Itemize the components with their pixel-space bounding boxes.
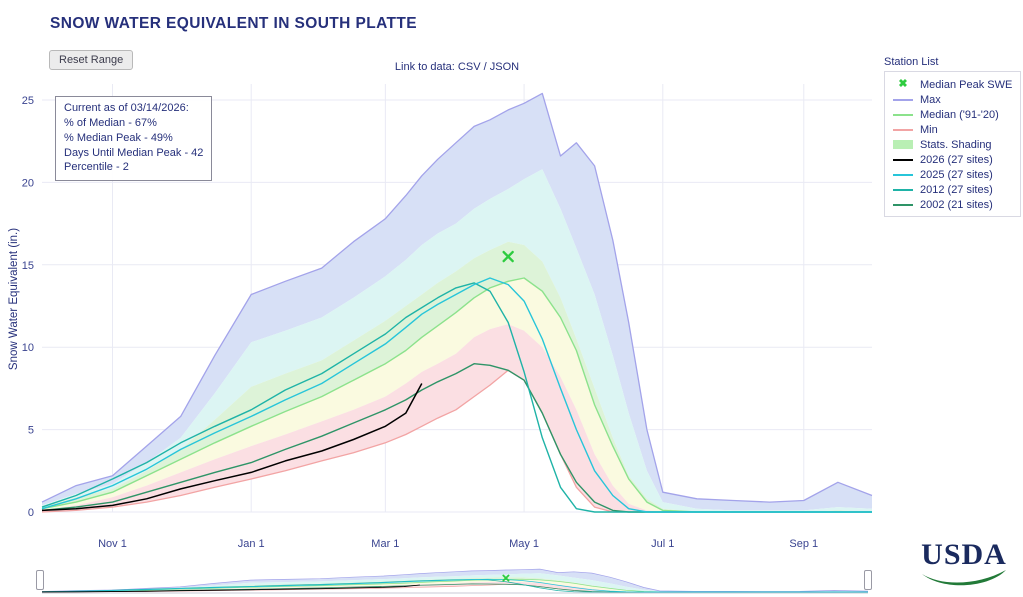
line-swatch [893, 128, 913, 131]
current-stats-annotation: Current as of 03/14/2026: % of Median - 6… [55, 96, 213, 182]
y-axis-tick-label: 5 [28, 425, 34, 437]
link-to-data-label: Link to data: [394, 61, 455, 73]
line-swatch [893, 113, 913, 116]
usda-logo-text: USDA [921, 538, 1007, 571]
legend-item-max[interactable]: Max [885, 92, 1020, 107]
chart-canvas[interactable]: Nov 1 Jan 1 Mar 1 May 1 Jul 1 Sep 1 0 5 10 15 20 25 [0, 72, 880, 557]
x-axis-tick-label: Mar 1 [371, 538, 399, 550]
usda-swoosh-icon [922, 570, 1006, 586]
series-lines [42, 568, 868, 593]
y-axis-tick-label: 10 [22, 342, 34, 354]
y-axis-tick-label: 25 [22, 95, 34, 107]
legend-item-2002-21-sites[interactable]: 2002 (21 sites) [885, 197, 1020, 212]
x-axis-tick-label: Jan 1 [238, 538, 265, 550]
x-axis-tick-label: Jul 1 [651, 538, 674, 550]
line-swatch [893, 158, 913, 161]
annotation-line: % of Median - 67% [64, 116, 157, 129]
legend-item-2026-27-sites[interactable]: 2026 (27 sites) [885, 152, 1020, 167]
median-peak-marker-icon [502, 574, 510, 582]
legend-item-label: 2012 (27 sites) [920, 183, 993, 196]
legend-item-label: Median ('91-'20) [920, 108, 999, 121]
y-axis-tick-label: 15 [22, 260, 34, 272]
legend-item-2025-27-sites[interactable]: 2025 (27 sites) [885, 167, 1020, 182]
legend-item-min[interactable]: Min [885, 122, 1020, 137]
line-swatch [893, 188, 913, 191]
x-marker-icon: ✖ [898, 78, 908, 90]
y-axis-tick-label: 0 [28, 507, 34, 519]
station-list-link[interactable]: Station List [884, 56, 939, 68]
series-lines [41, 92, 873, 513]
json-link[interactable]: JSON [489, 61, 520, 73]
y-axis-tick-label: 20 [22, 177, 34, 189]
legend: ✖ Median Peak SWE Max Median ('91-'20) Min St… [884, 71, 1021, 217]
legend-item-stats-shading[interactable]: Stats. Shading [885, 137, 1020, 152]
legend-item-label: Min [920, 123, 938, 136]
legend-item-label: 2025 (27 sites) [920, 168, 993, 181]
legend-item-label: Median Peak SWE [920, 78, 1013, 91]
x-axis-tick-label: Nov 1 [98, 538, 127, 550]
stats-shading-bands [42, 93, 872, 512]
median-peak-marker-icon [502, 250, 514, 263]
page-title: SNOW WATER EQUIVALENT IN SOUTH PLATTE [50, 15, 417, 32]
navigator-left-handle[interactable] [36, 570, 44, 590]
x-axis-tick-label: Sep 1 [789, 538, 818, 550]
x-axis-tick-label: May 1 [509, 538, 539, 550]
legend-item-label: 2002 (21 sites) [920, 198, 993, 211]
link-to-data: Link to data: CSV / JSON [42, 61, 872, 73]
y-axis-label: Snow Water Equivalent (in.) [8, 227, 20, 371]
line-swatch [893, 203, 913, 206]
legend-item-label: Max [920, 93, 941, 106]
annotation-line: % Median Peak - 49% [64, 131, 173, 144]
legend-item-label: 2026 (27 sites) [920, 153, 993, 166]
annotation-line: Current as of 03/14/2026: [64, 102, 189, 114]
usda-logo: USDA [916, 540, 1012, 589]
legend-item-label: Stats. Shading [920, 138, 992, 151]
legend-item-median-peak-swe[interactable]: ✖ Median Peak SWE [885, 77, 1020, 92]
range-navigator[interactable] [42, 566, 868, 594]
navigator-right-handle[interactable] [864, 570, 872, 590]
link-separator: / [483, 61, 487, 73]
legend-item-2012-27-sites[interactable]: 2012 (27 sites) [885, 182, 1020, 197]
line-swatch [893, 98, 913, 101]
line-swatch [893, 173, 913, 176]
csv-link[interactable]: CSV [457, 61, 481, 73]
shading-swatch [893, 140, 913, 149]
annotation-line: Percentile - 2 [64, 161, 129, 174]
legend-item-median-91-20[interactable]: Median ('91-'20) [885, 107, 1020, 122]
annotation-line: Days Until Median Peak - 42 [64, 146, 204, 159]
reset-range-button[interactable]: Reset Range [49, 50, 134, 70]
